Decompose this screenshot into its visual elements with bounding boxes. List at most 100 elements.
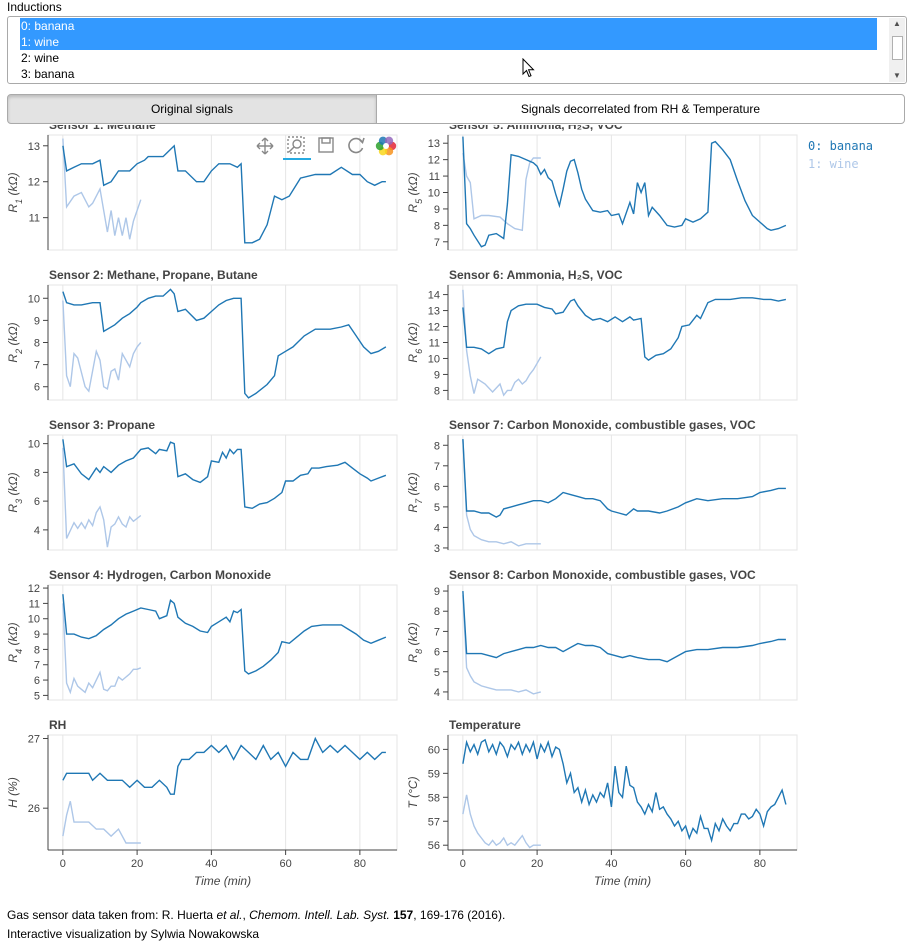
legend-entry: 1: wine [808,157,859,171]
y-axis-subscript: 3 [14,499,24,504]
panel-title: Sensor 2: Methane, Propane, Butane [49,268,258,282]
y-tick-label: 8 [34,467,40,479]
y-axis-symbol: R [406,354,420,363]
x-tick-label: 0 [460,858,466,870]
reset-arrow [358,137,365,144]
y-axis-label: H (%) [6,777,20,808]
x-tick-label: 60 [279,858,291,870]
y-axis-symbol: R [6,354,20,363]
induction-option[interactable]: 2: wine [21,51,60,65]
y-axis-subscript: 1 [14,199,24,204]
signal-tabs: Original signals Signals decorrelated fr… [7,94,905,124]
y-tick-label: 13 [28,141,40,153]
y-tick-label: 11 [29,598,40,610]
x-axis-label: Time (min) [194,874,251,888]
credit-pages: , 169-176 (2016). [413,908,506,922]
y-tick-label: 7 [434,461,440,473]
plot-frame [447,134,798,251]
y-tick-label: 10 [428,353,440,365]
listbox-scrollbar[interactable]: ▲ ▼ [889,18,905,82]
y-axis-symbol: R [406,504,420,513]
y-axis-label: T (°C) [406,776,420,808]
credit-volume: 157 [393,908,414,922]
y-tick-label: 4 [434,687,440,699]
scroll-up-icon[interactable]: ▲ [893,19,901,28]
y-tick-label: 8 [434,440,440,452]
y-tick-label: 7 [434,237,440,249]
x-tick-label: 0 [60,858,66,870]
save-icon [318,137,334,153]
plot-frame [47,734,398,851]
y-axis-label: R1 (kΩ) [6,172,24,212]
y-axis-label: R6 (kΩ) [406,322,424,362]
x-tick-label: 60 [679,858,691,870]
y-tick-label: 14 [428,290,440,302]
series-banana-line [62,594,387,675]
y-tick-label: 12 [428,322,440,334]
y-axis-unit: (kΩ) [406,172,420,198]
series-banana-line [462,297,787,361]
series-banana-line [462,738,787,844]
panel-title: Temperature [449,718,521,732]
scroll-thumb[interactable] [892,36,903,60]
legend-entry: 0: banana [808,139,873,153]
y-tick-label: 56 [428,840,440,852]
y-axis-label: R3 (kΩ) [6,472,24,512]
induction-option[interactable]: 1: wine [20,34,877,50]
plot-frame [447,284,798,401]
y-tick-label: 6 [34,382,40,394]
panel-title: Sensor 6: Ammonia, H₂S, VOC [449,268,623,282]
x-tick-label: 40 [205,858,217,870]
y-axis-label: R2 (kΩ) [6,322,24,362]
box-zoom-frame [287,136,305,154]
y-tick-label: 58 [428,792,440,804]
plot-panel: Sensor 4: Hydrogen, Carbon Monoxide 5 6 7 8 9… [6,568,398,702]
y-axis-symbol: R [6,654,20,663]
series-banana-line [462,136,787,248]
induction-option[interactable]: 3: banana [21,67,75,81]
y-axis-symbol: R [406,204,420,213]
tab-original-signals[interactable]: Original signals [7,94,377,124]
series-banana-line [62,439,387,510]
y-tick-label: 12 [428,155,440,167]
bokeh-logo-center [383,143,389,149]
box-zoom-lens [292,139,302,149]
y-axis-unit: (kΩ) [6,472,20,498]
inductions-listbox[interactable]: 0: banana 1: wine 2: wine 3: banana ▲ ▼ [7,16,907,84]
y-tick-label: 12 [28,583,40,595]
y-axis-unit: (%) [6,777,20,799]
panel-title: Sensor 3: Propane [49,418,155,432]
y-tick-label: 9 [434,586,440,598]
y-axis-unit: (kΩ) [406,622,420,648]
y-tick-label: 11 [29,213,40,225]
scroll-down-icon[interactable]: ▼ [893,71,901,80]
toolbar [256,136,397,160]
y-tick-label: 5 [434,502,440,514]
plot-frame [447,584,798,701]
x-tick-label: 80 [754,858,766,870]
y-tick-label: 5 [434,667,440,679]
x-tick-label: 20 [531,858,543,870]
plot-panel: Sensor 2: Methane, Propane, Butane 6 7 8 9 10… [6,268,398,401]
induction-option[interactable]: 0: banana [20,18,877,34]
bokeh-logo-petal [384,147,394,156]
y-tick-label: 8 [34,644,40,656]
box-zoom-icon [287,136,305,154]
y-axis-symbol: R [406,654,420,663]
series-wine-line [62,447,142,548]
series-wine-line [462,794,541,849]
series-wine-line [62,300,142,393]
y-tick-label: 7 [34,660,40,672]
y-axis-subscript: 8 [414,649,424,654]
y-tick-label: 9 [434,369,440,381]
y-tick-label: 8 [434,385,440,397]
series-wine-line [62,138,142,240]
y-tick-label: 8 [34,338,40,350]
tab-decorrelated-signals[interactable]: Signals decorrelated from RH & Temperatu… [376,94,905,124]
y-tick-label: 9 [434,204,440,216]
y-tick-label: 4 [34,525,40,537]
y-tick-label: 8 [434,606,440,618]
panel-title: RH [49,718,66,732]
series-wine-line [462,289,542,397]
